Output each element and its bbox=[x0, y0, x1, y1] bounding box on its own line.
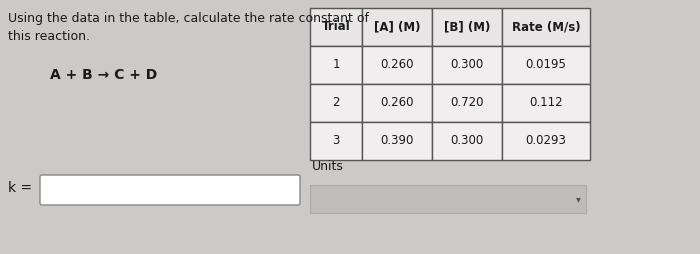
Text: 0.300: 0.300 bbox=[450, 58, 484, 71]
Text: Rate (M/s): Rate (M/s) bbox=[512, 21, 580, 34]
Bar bbox=[502, 84, 590, 122]
Text: [B] (M): [B] (M) bbox=[444, 21, 490, 34]
Bar bbox=[362, 84, 432, 122]
Text: Using the data in the table, calculate the rate constant of: Using the data in the table, calculate t… bbox=[8, 12, 369, 25]
Text: 0.300: 0.300 bbox=[450, 135, 484, 148]
Text: k =: k = bbox=[8, 181, 32, 195]
Bar bbox=[362, 46, 432, 84]
Bar bbox=[432, 122, 502, 160]
Text: A + B → C + D: A + B → C + D bbox=[50, 68, 158, 82]
Text: 3: 3 bbox=[332, 135, 340, 148]
Text: 0.112: 0.112 bbox=[529, 97, 563, 109]
Text: 2: 2 bbox=[332, 97, 340, 109]
Text: ▾: ▾ bbox=[575, 194, 580, 204]
FancyBboxPatch shape bbox=[40, 175, 300, 205]
Bar bbox=[310, 84, 362, 122]
Bar bbox=[432, 8, 502, 46]
Text: 1: 1 bbox=[332, 58, 340, 71]
Bar bbox=[362, 8, 432, 46]
Bar bbox=[432, 84, 502, 122]
Text: this reaction.: this reaction. bbox=[8, 30, 90, 43]
Bar bbox=[310, 122, 362, 160]
Text: Trial: Trial bbox=[321, 21, 351, 34]
Text: 0.260: 0.260 bbox=[380, 58, 414, 71]
Text: 0.260: 0.260 bbox=[380, 97, 414, 109]
Bar bbox=[502, 122, 590, 160]
Text: [A] (M): [A] (M) bbox=[374, 21, 420, 34]
Bar bbox=[502, 8, 590, 46]
Text: 0.390: 0.390 bbox=[380, 135, 414, 148]
Text: Units: Units bbox=[312, 160, 344, 173]
Bar bbox=[362, 122, 432, 160]
Text: 0.720: 0.720 bbox=[450, 97, 484, 109]
Text: 0.0293: 0.0293 bbox=[526, 135, 566, 148]
Bar bbox=[432, 46, 502, 84]
Bar bbox=[502, 46, 590, 84]
Bar bbox=[310, 185, 586, 213]
Bar bbox=[310, 46, 362, 84]
Text: 0.0195: 0.0195 bbox=[526, 58, 566, 71]
Bar bbox=[310, 8, 362, 46]
